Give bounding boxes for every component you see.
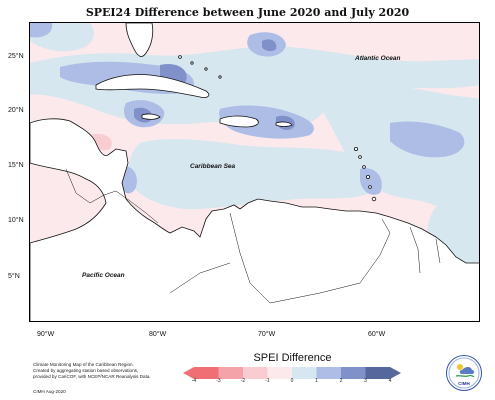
lon-label-90w: 90°W	[37, 331, 55, 338]
legend-title: SPEI Difference	[253, 352, 332, 364]
bahamas-4	[218, 75, 222, 79]
island-6	[371, 196, 377, 202]
lon-label-80w: 80°W	[149, 331, 167, 338]
legend-arrow-right	[390, 367, 401, 379]
legend-swatch-6	[316, 367, 341, 379]
legend-tick: 4	[388, 378, 392, 384]
lat-label-25n: 25°N	[8, 53, 24, 60]
cimh-logo: CIMH	[446, 355, 482, 391]
island-4	[365, 174, 370, 179]
legend-swatch-2	[218, 367, 243, 379]
logo-text: CIMH	[458, 381, 470, 386]
label-caribbean-sea: Caribbean Sea	[190, 163, 236, 170]
spei-map	[30, 23, 479, 321]
land-puerto-rico	[275, 121, 293, 127]
legend-tick: 2	[339, 378, 343, 384]
island-3	[362, 165, 366, 169]
label-atlantic-ocean: Atlantic Ocean	[355, 55, 401, 62]
legend-tick: -2	[240, 378, 246, 384]
bahamas-3	[204, 67, 208, 71]
island-2	[358, 155, 362, 159]
lat-label-5n: 5°N	[8, 273, 20, 280]
land-hispaniola	[219, 115, 259, 128]
medium-blue-east	[390, 121, 465, 158]
credit-text: Climate Monitoring Map of the Caribbean …	[33, 362, 153, 380]
legend-swatch-5	[292, 367, 317, 379]
bahamas-2	[190, 61, 194, 65]
land-jamaica	[141, 113, 161, 120]
legend-swatch-1	[194, 367, 219, 379]
land-florida	[125, 23, 154, 57]
land-central-america	[30, 118, 479, 321]
label-pacific-ocean: Pacific Ocean	[82, 272, 125, 279]
light-blue-zone-east	[320, 81, 479, 223]
island-5	[368, 185, 372, 189]
legend-tick: 1	[315, 378, 318, 384]
land-cuba	[95, 74, 210, 98]
footer-note: CIMH Aug-2020	[33, 389, 66, 394]
lat-label-15n: 15°N	[8, 162, 24, 169]
dark-blue-bahamas	[262, 39, 277, 52]
legend-tick: -3	[216, 378, 221, 384]
legend-arrow-left	[183, 367, 194, 379]
medium-blue-nw-corner	[30, 23, 53, 38]
cimh-logo-icon	[448, 357, 480, 389]
lon-label-70w: 70°W	[258, 331, 276, 338]
legend-colorbar	[183, 367, 401, 379]
legend-tick: -4	[191, 378, 197, 384]
legend-tick: 3	[364, 378, 367, 384]
lon-label-60w: 60°W	[368, 331, 386, 338]
credit-line: provided by CariCOF, with NCEP/NCAR Rean…	[33, 374, 151, 379]
bahamas-1	[178, 55, 182, 59]
map-area	[29, 22, 480, 322]
medium-blue-hispaniola	[219, 105, 314, 139]
medium-blue-venezuela	[360, 168, 382, 195]
lat-label-10n: 10°N	[8, 217, 24, 224]
legend-swatch-3	[243, 367, 268, 379]
island-1	[353, 147, 358, 152]
credit-line: Created by aggregating station based obs…	[33, 368, 139, 373]
land-masses	[30, 23, 479, 321]
lat-label-20n: 20°N	[8, 107, 24, 114]
legend-swatch-4	[267, 367, 292, 379]
legend-tick: -1	[265, 378, 270, 384]
light-blue-zone-central	[128, 139, 374, 210]
legend-swatch-7	[341, 367, 366, 379]
map-title: SPEI24 Difference between June 2020 and …	[85, 6, 410, 19]
legend-tick: 0	[290, 378, 294, 384]
legend-swatch-8	[365, 367, 390, 379]
credit-line: Climate Monitoring Map of the Caribbean …	[33, 362, 134, 367]
country-borders	[65, 168, 441, 304]
